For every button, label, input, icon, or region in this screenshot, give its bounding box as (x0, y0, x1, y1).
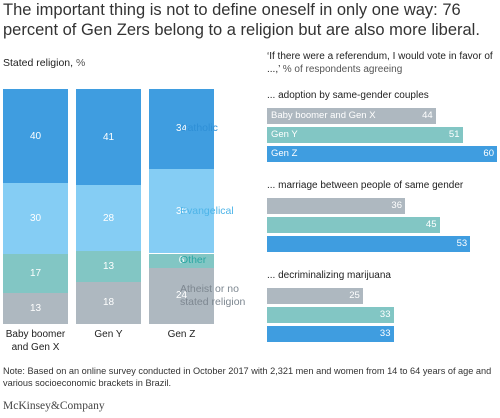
h-bar: Gen Z 60 (267, 146, 497, 162)
stack-segment-catholic: 41 (76, 89, 141, 186)
stack-segment-atheist: 18 (76, 281, 141, 324)
stack-segment-atheist: 13 (3, 293, 68, 324)
brand-logo: McKinsey&Company (3, 400, 105, 412)
group-label: ... decriminalizing marijuana (267, 270, 391, 281)
bar-value-label: 36 (391, 200, 402, 211)
series-label-other: Other (180, 254, 207, 267)
category-label: Gen Y (94, 329, 123, 340)
h-bar: 33 (267, 307, 394, 323)
bar-value-label: 25 (349, 290, 360, 301)
category-label: Gen Z (167, 329, 196, 340)
stack-segment-other: 6 (149, 253, 214, 268)
stack-segment-evangelical: 30 (3, 183, 68, 254)
bar-value-label: 51 (448, 129, 460, 140)
bar-value-label: 53 (456, 238, 468, 249)
bar-value-label: 45 (425, 219, 437, 230)
left-chart-title-text: Stated religion (3, 57, 71, 69)
stack-segment-catholic: 40 (3, 89, 68, 183)
right-chart-title: ‘If there were a referendum, I would vot… (267, 51, 497, 76)
left-chart-title: Stated religion, % (3, 57, 86, 69)
bar-series-label: Gen Y (271, 129, 298, 140)
series-label-evangelical: Evangelical (180, 204, 234, 217)
right-chart-title-text: ‘If there were a referendum, I would vot… (267, 51, 493, 75)
bar-value-label: 44 (422, 110, 433, 121)
bar-value-label: 33 (379, 309, 391, 320)
series-label-catholic: Catholic (180, 122, 218, 135)
stack-segment-other: 13 (76, 251, 141, 282)
footnote: Note: Based on an online survey conducte… (3, 366, 492, 388)
h-bar: Gen Y 51 (267, 127, 463, 143)
bar-series-label: Gen Z (271, 148, 298, 159)
stack-segment-evangelical: 28 (76, 185, 141, 252)
bar-value-label: 33 (379, 328, 391, 339)
right-chart-unit: % of respondents agreeing (282, 63, 403, 75)
group-label: ... marriage between people of same gend… (267, 180, 464, 191)
group-label: ... adoption by same-gender couples (267, 90, 429, 101)
stack-segment-other: 17 (3, 253, 68, 294)
h-bar: 33 (267, 326, 394, 342)
stack-segment-evangelical: 36 (149, 168, 214, 254)
h-bar: 36 (267, 198, 405, 214)
stack-segment-catholic: 34 (149, 89, 214, 169)
category-label: Baby boomer and Gen X (5, 329, 66, 353)
h-bar: Baby boomer and Gen X 44 (267, 108, 436, 124)
h-bar: 25 (267, 288, 363, 304)
headline: The important thing is not to define one… (3, 1, 480, 39)
h-bar: 53 (267, 236, 471, 252)
bar-value-label: 60 (483, 148, 494, 159)
left-chart-unit: % (75, 57, 86, 69)
h-bar: 45 (267, 217, 440, 233)
bar-series-label: Baby boomer and Gen X (271, 110, 376, 121)
series-label-atheist: Atheist or no stated religion (180, 282, 246, 308)
stack-segment-atheist: 24 (149, 267, 214, 324)
